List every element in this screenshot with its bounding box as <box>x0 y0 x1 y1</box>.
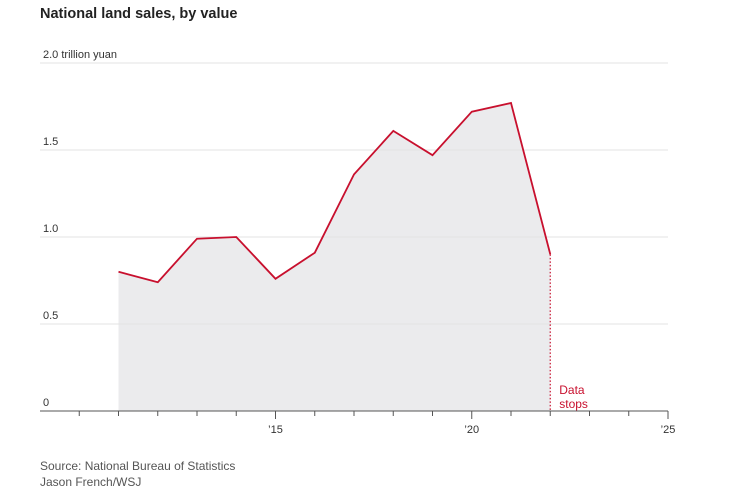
y-tick-label: 1.0 <box>43 223 58 235</box>
x-tick-label: ’25 <box>661 424 676 436</box>
data-stops-label: stops <box>559 397 588 411</box>
chart-footer: Source: National Bureau of Statistics Ja… <box>40 458 235 490</box>
source-note: Source: National Bureau of Statistics <box>40 459 236 473</box>
y-tick-label: 2.0 trillion yuan <box>43 49 117 61</box>
series-line <box>118 101 552 284</box>
credit-note: Jason French/WSJ <box>40 475 142 489</box>
y-tick-label: 0.5 <box>43 310 58 322</box>
y-tick-label: 0 <box>43 397 49 409</box>
y-tick-label: 1.5 <box>43 136 58 148</box>
x-tick-label: ’20 <box>464 424 479 436</box>
area-fill <box>118 103 551 411</box>
data-stops-label: Data <box>559 383 585 397</box>
x-tick-label: ’15 <box>268 424 283 436</box>
chart-title: National land sales, by value <box>40 6 238 22</box>
